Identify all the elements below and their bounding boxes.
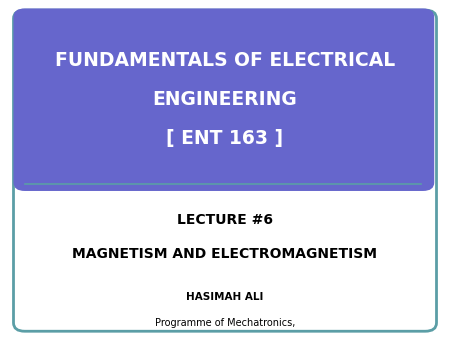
- Text: MAGNETISM AND ELECTROMAGNETISM: MAGNETISM AND ELECTROMAGNETISM: [72, 246, 378, 261]
- Text: Programme of Mechatronics,: Programme of Mechatronics,: [155, 318, 295, 328]
- Bar: [25, 17, 43, 183]
- Text: [ ENT 163 ]: [ ENT 163 ]: [166, 129, 284, 148]
- Text: HASIMAH ALI: HASIMAH ALI: [186, 292, 264, 303]
- FancyBboxPatch shape: [14, 8, 434, 191]
- Text: FUNDAMENTALS OF ELECTRICAL: FUNDAMENTALS OF ELECTRICAL: [55, 51, 395, 70]
- Bar: [25, 169, 423, 183]
- Text: LECTURE #6: LECTURE #6: [177, 213, 273, 227]
- Text: ENGINEERING: ENGINEERING: [153, 90, 297, 109]
- FancyBboxPatch shape: [14, 10, 436, 331]
